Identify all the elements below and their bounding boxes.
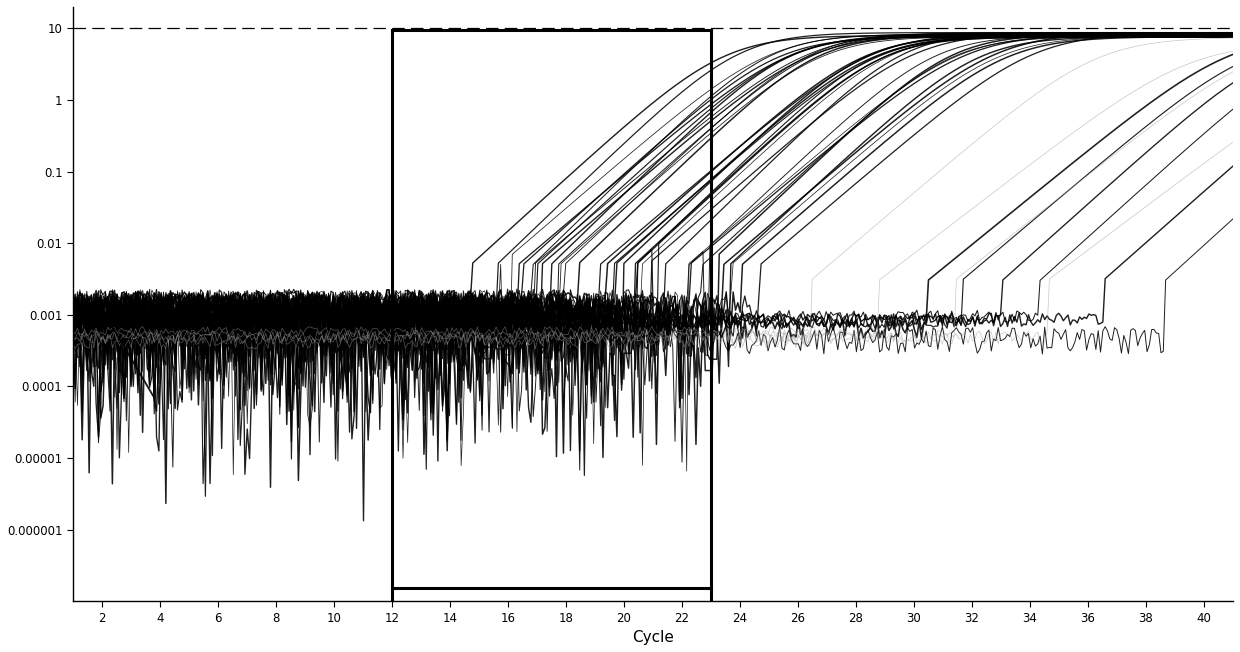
X-axis label: Cycle: Cycle	[632, 630, 673, 645]
